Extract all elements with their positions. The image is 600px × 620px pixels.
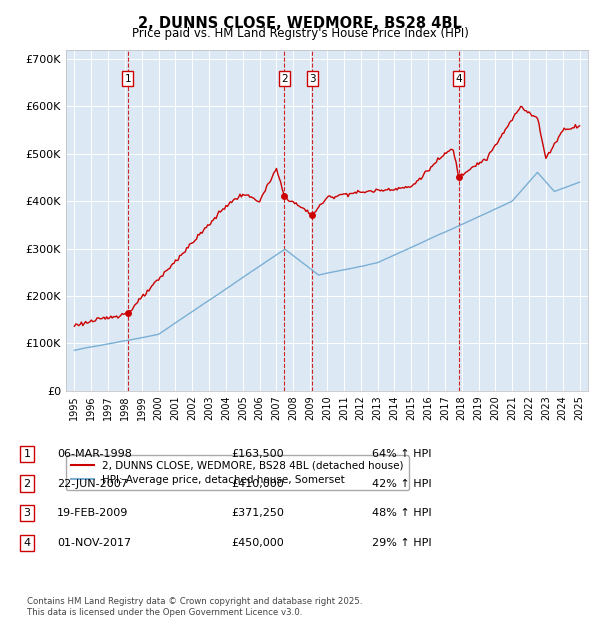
Text: 64% ↑ HPI: 64% ↑ HPI <box>372 449 431 459</box>
Text: 4: 4 <box>455 74 462 84</box>
Text: £410,000: £410,000 <box>231 479 284 489</box>
Text: £450,000: £450,000 <box>231 538 284 548</box>
Text: 29% ↑ HPI: 29% ↑ HPI <box>372 538 431 548</box>
Text: 06-MAR-1998: 06-MAR-1998 <box>57 449 132 459</box>
Text: 2: 2 <box>281 74 288 84</box>
Text: Contains HM Land Registry data © Crown copyright and database right 2025.
This d: Contains HM Land Registry data © Crown c… <box>27 598 362 617</box>
Text: 22-JUN-2007: 22-JUN-2007 <box>57 479 128 489</box>
Text: 4: 4 <box>23 538 31 548</box>
Text: 42% ↑ HPI: 42% ↑ HPI <box>372 479 431 489</box>
Legend: 2, DUNNS CLOSE, WEDMORE, BS28 4BL (detached house), HPI: Average price, detached: 2, DUNNS CLOSE, WEDMORE, BS28 4BL (detac… <box>66 456 409 490</box>
Text: 01-NOV-2017: 01-NOV-2017 <box>57 538 131 548</box>
Text: 19-FEB-2009: 19-FEB-2009 <box>57 508 128 518</box>
Text: £371,250: £371,250 <box>231 508 284 518</box>
Text: £163,500: £163,500 <box>231 449 284 459</box>
Text: 1: 1 <box>124 74 131 84</box>
Text: 2, DUNNS CLOSE, WEDMORE, BS28 4BL: 2, DUNNS CLOSE, WEDMORE, BS28 4BL <box>138 16 462 30</box>
Text: Price paid vs. HM Land Registry's House Price Index (HPI): Price paid vs. HM Land Registry's House … <box>131 27 469 40</box>
Text: 2: 2 <box>23 479 31 489</box>
Text: 1: 1 <box>23 449 31 459</box>
Text: 3: 3 <box>23 508 31 518</box>
Text: 48% ↑ HPI: 48% ↑ HPI <box>372 508 431 518</box>
Text: 3: 3 <box>309 74 316 84</box>
